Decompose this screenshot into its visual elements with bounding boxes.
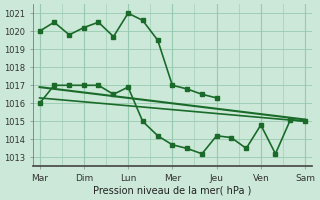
X-axis label: Pression niveau de la mer( hPa ): Pression niveau de la mer( hPa ) xyxy=(93,186,252,196)
